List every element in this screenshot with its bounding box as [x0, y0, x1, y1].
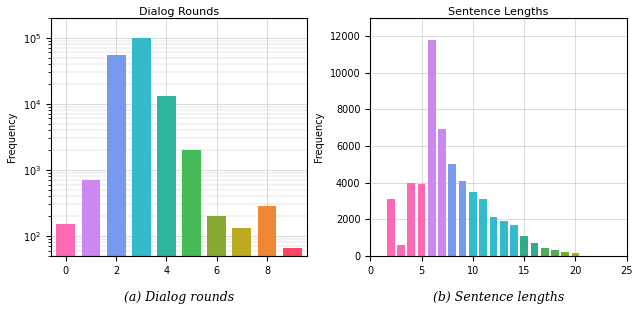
Bar: [469, 192, 477, 256]
Bar: [132, 38, 150, 314]
Bar: [572, 253, 579, 256]
Bar: [232, 229, 252, 314]
Bar: [408, 183, 415, 256]
Bar: [182, 150, 201, 314]
Bar: [541, 248, 548, 256]
Bar: [531, 243, 538, 256]
Bar: [56, 225, 76, 314]
Bar: [551, 250, 559, 256]
Bar: [520, 236, 528, 256]
Text: (b) Sentence lengths: (b) Sentence lengths: [433, 291, 564, 305]
Title: Sentence Lengths: Sentence Lengths: [449, 7, 548, 17]
Text: (a) Dialog rounds: (a) Dialog rounds: [124, 291, 234, 305]
Bar: [283, 248, 301, 314]
Bar: [257, 206, 276, 314]
Bar: [438, 129, 446, 256]
Bar: [490, 218, 497, 256]
Bar: [449, 164, 456, 256]
Bar: [157, 96, 176, 314]
Y-axis label: Frequency: Frequency: [314, 112, 324, 162]
Bar: [107, 55, 125, 314]
Bar: [459, 181, 467, 256]
Bar: [500, 221, 508, 256]
Bar: [81, 180, 100, 314]
Bar: [561, 252, 569, 256]
Bar: [387, 199, 395, 256]
Bar: [479, 199, 487, 256]
Bar: [397, 245, 405, 256]
Y-axis label: Frequency: Frequency: [7, 112, 17, 162]
Bar: [428, 40, 436, 256]
Title: Dialog Rounds: Dialog Rounds: [139, 7, 219, 17]
Bar: [510, 225, 518, 256]
Bar: [418, 184, 426, 256]
Bar: [207, 216, 226, 314]
